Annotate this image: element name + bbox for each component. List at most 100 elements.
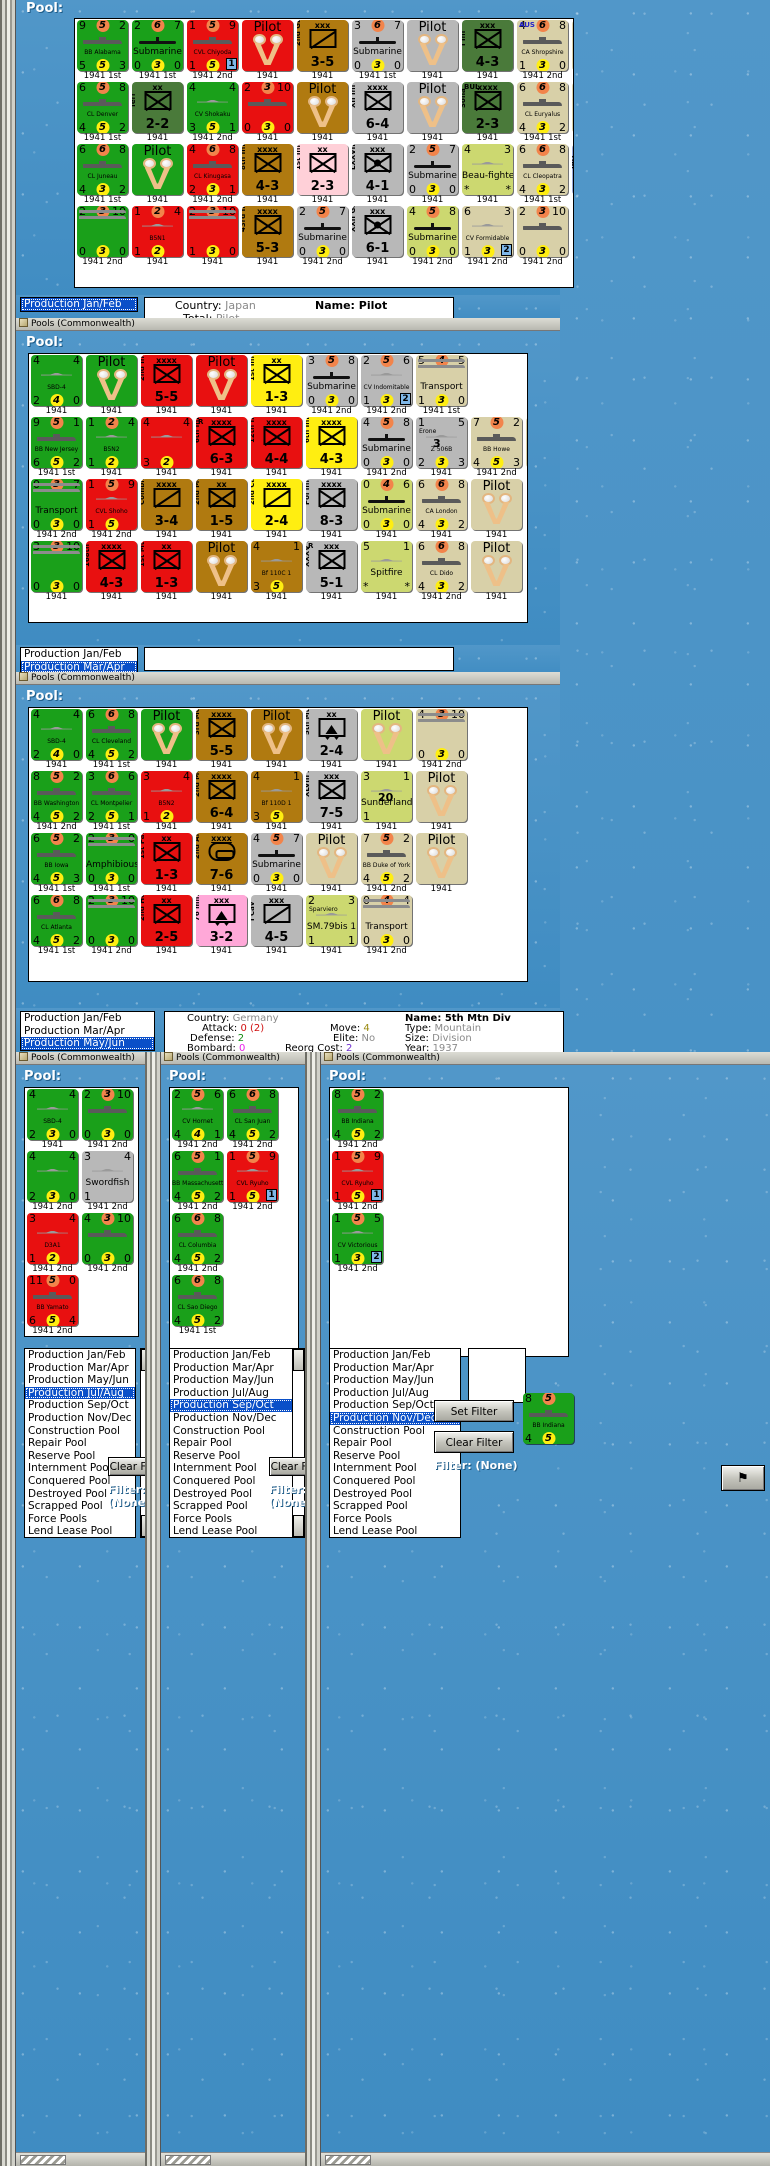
counter-cell[interactable]: 6 6 8 CL Juneau 4 3 2 1941 1st — [75, 143, 130, 205]
counter-cell[interactable]: 9 5 1 BB New Jersey 6 5 2 1941 1st — [29, 416, 84, 478]
unit-counter[interactable]: 2310130 — [187, 206, 238, 257]
counter-cell[interactable]: 3 4 D3A1 1 2 1941 2nd — [25, 1212, 80, 1274]
counter-cell[interactable]: 6th Inf xxxx R 6-3 1941 — [194, 416, 249, 478]
unit-counter[interactable]: 3 1 Sunderland I20 1 — [361, 771, 412, 822]
production-list-item[interactable]: Force Pools — [173, 1512, 232, 1525]
unit-counter[interactable]: 7 5 2 BB Howe 4 5 3 — [471, 417, 522, 468]
counter-cell[interactable]: 6 6 8 CL Dido 4 3 2 1941 2nd — [414, 540, 469, 602]
unit-counter[interactable]: 6 6 8 CL Sao Diego 4 5 2 — [172, 1275, 223, 1326]
counter-cell[interactable]: Pilot 1941 — [570, 19, 573, 81]
unit-counter[interactable]: XII Inf xxxx 6-4 — [352, 82, 403, 133]
counter-cell[interactable]: Pilot 1941 — [414, 832, 469, 894]
production-list-item[interactable]: Scrapped Pool — [333, 1500, 408, 1513]
unit-counter[interactable]: 4 5 7 Submarine 0 3 0 — [251, 833, 302, 884]
counter-cell[interactable]: 76 mm xxx 3-2 1941 — [194, 894, 249, 956]
production-list-item[interactable]: Production Sep/Oct — [333, 1399, 434, 1412]
counter-cell[interactable]: Pilot 1941 — [249, 708, 304, 770]
production-list-item[interactable]: Repair Pool — [333, 1437, 392, 1450]
counter-cell[interactable]: 1 5 9 CVL Ryuho 1 5 1 1941 2nd — [330, 1150, 385, 1212]
unit-counter[interactable]: 4 5 8 Submarine 0 3 0 — [361, 417, 412, 468]
unit-counter[interactable]: Pilot — [196, 355, 247, 406]
unit-counter[interactable]: 3 4 B5N2 1 2 — [141, 771, 192, 822]
unit-counter[interactable]: Pilot — [361, 709, 412, 760]
production-list-item[interactable]: Production Mar/Apr — [21, 660, 137, 673]
unit-counter[interactable]: 1 5 9 CVL Ryuho 1 5 1 — [227, 1151, 278, 1202]
unit-counter[interactable]: Pilot — [86, 355, 137, 406]
counter-cell[interactable]: 0 4 6 Submarine 0 3 0 1941 — [359, 478, 414, 540]
counter-cell[interactable]: 2 5 6 CV Hornet 4 4 1 1941 2nd — [170, 1088, 225, 1150]
counter-cell[interactable]: 6 6 8 CL Columbia 4 5 2 1941 2nd — [170, 1212, 225, 1274]
counter-cell[interactable]: 230Amphibious0301941 1st — [84, 832, 139, 894]
unit-counter[interactable]: 4 6 8 CL Kinugasa 2 3 1 — [187, 144, 238, 195]
counter-cell[interactable]: 11 5 0 BB Yamato 6 5 4 1941 2nd — [25, 1274, 80, 1336]
unit-counter[interactable]: 6th Inf xxxx 4-3 — [306, 417, 357, 468]
unit-counter[interactable]: 3 6 6 CL Montpelier 2 5 1 — [86, 771, 137, 822]
unit-counter[interactable]: 037Transport030 — [31, 479, 82, 530]
counter-cell[interactable]: 1 2 4 B5N1 1 2 1941 — [130, 205, 185, 267]
unit-counter[interactable]: 6 6 8 CL Cleveland 4 5 2 — [86, 709, 137, 760]
unit-counter[interactable]: Pilot — [196, 541, 247, 592]
counter-cell[interactable]: 6 5 2 BB Iowa 4 5 3 1941 1st — [29, 832, 84, 894]
unit-counter[interactable]: 6 5 1 BB Massachusetts 4 5 2 — [172, 1151, 223, 1202]
unit-counter[interactable]: 3 4 D3A1 1 2 — [27, 1213, 78, 1264]
unit-counter[interactable]: 0 4 6 Submarine 0 3 0 — [361, 479, 412, 530]
unit-counter[interactable]: 2 3 SM.79bis 1 Sparviero 1 1 — [306, 895, 357, 946]
counter-cell[interactable]: 4 5 8 Submarine 0 3 0 1941 2nd — [405, 205, 460, 267]
unit-counter[interactable]: Pilot — [471, 479, 522, 530]
unit-counter[interactable]: 1st Mtn Divxx1-3 — [141, 541, 192, 592]
unit-counter[interactable]: 76 mm xxx 3-2 — [196, 895, 247, 946]
counter-cell[interactable]: 2 5 6 CV Indomitable 1 3 2 1941 2nd — [359, 354, 414, 416]
counter-cell[interactable]: 8 5 2 BB Indiana 4 5 2 1941 2nd — [330, 1088, 385, 1150]
production-list-item[interactable]: Internment Pool — [28, 1462, 112, 1475]
production-list-item[interactable]: Conquered Pool — [28, 1474, 111, 1487]
unit-counter[interactable]: 2 5 6 CV Indomitable 1 3 2 — [361, 355, 412, 406]
counter-cell[interactable]: 5 1 Spitfire * * 1941 — [359, 540, 414, 602]
unit-counter[interactable]: I Inf xxx 4-3 — [462, 20, 513, 71]
unit-counter[interactable]: TerrxxxIVO2-3 — [572, 144, 573, 195]
production-list-bottom-2[interactable]: Production Jan/Feb Production Mar/Apr Prod… — [169, 1348, 299, 1538]
production-list-commonwealth[interactable]: Production Jan/Feb Production Mar/Apr — [20, 647, 138, 674]
production-list-item[interactable]: Repair Pool — [173, 1437, 232, 1450]
unit-counter[interactable]: 6 6 8 CL Cleopatra 4 3 2 — [517, 144, 568, 195]
counter-cell[interactable]: 6th Inf xxxx 4-3 1941 — [304, 416, 359, 478]
unit-counter[interactable]: LXXVIII Garxxx4-1 — [352, 144, 403, 195]
production-list-item[interactable]: Force Pools — [333, 1512, 392, 1525]
production-list-item[interactable]: Production Nov/Dec — [28, 1411, 132, 1424]
production-list-item[interactable]: Production Jul/Aug — [25, 1386, 135, 1400]
counter-cell[interactable]: 1 5 9 CVL Chiyoda 1 5 1 1941 2nd — [185, 19, 240, 81]
production-list-item[interactable]: Production Jan/Feb — [21, 298, 137, 311]
unit-counter[interactable]: 1 2 4 B5N1 1 2 — [132, 206, 183, 257]
counter-cell[interactable]: 044Transport0301941 2nd — [359, 894, 414, 956]
unit-counter[interactable]: 8 5 BB Indiana 4 5 — [523, 1393, 574, 1444]
unit-counter[interactable]: 6 6 8 CA London 4 3 2 — [416, 479, 467, 530]
counter-cell[interactable]: 545Transport1301941 1st — [414, 354, 469, 416]
counter-cell[interactable]: Pilot 1941 — [469, 540, 524, 602]
counter-cell[interactable]: 4 6 8 CL Kinugasa 2 3 1 1941 2nd — [185, 143, 240, 205]
production-list-item[interactable]: Reserve Pool — [28, 1449, 96, 1462]
unit-counter[interactable]: Pilot — [407, 82, 458, 133]
production-list-item[interactable]: Production Sep/Oct — [170, 1399, 298, 1412]
unit-counter[interactable]: 6 6 8 CL San Juan 4 5 2 — [227, 1089, 278, 1140]
unit-counter[interactable]: 4 5 8 Submarine 0 3 0 — [407, 206, 458, 257]
production-list-bottom-1[interactable]: Production Jan/Feb Production Mar/Apr Prod… — [24, 1348, 136, 1538]
counter-cell[interactable]: Pilot 1941 — [469, 478, 524, 540]
unit-counter[interactable]: 6 6 8 CL Juneau 4 3 2 — [77, 144, 128, 195]
counter-cell[interactable]: Pilot 1941 — [414, 770, 469, 832]
